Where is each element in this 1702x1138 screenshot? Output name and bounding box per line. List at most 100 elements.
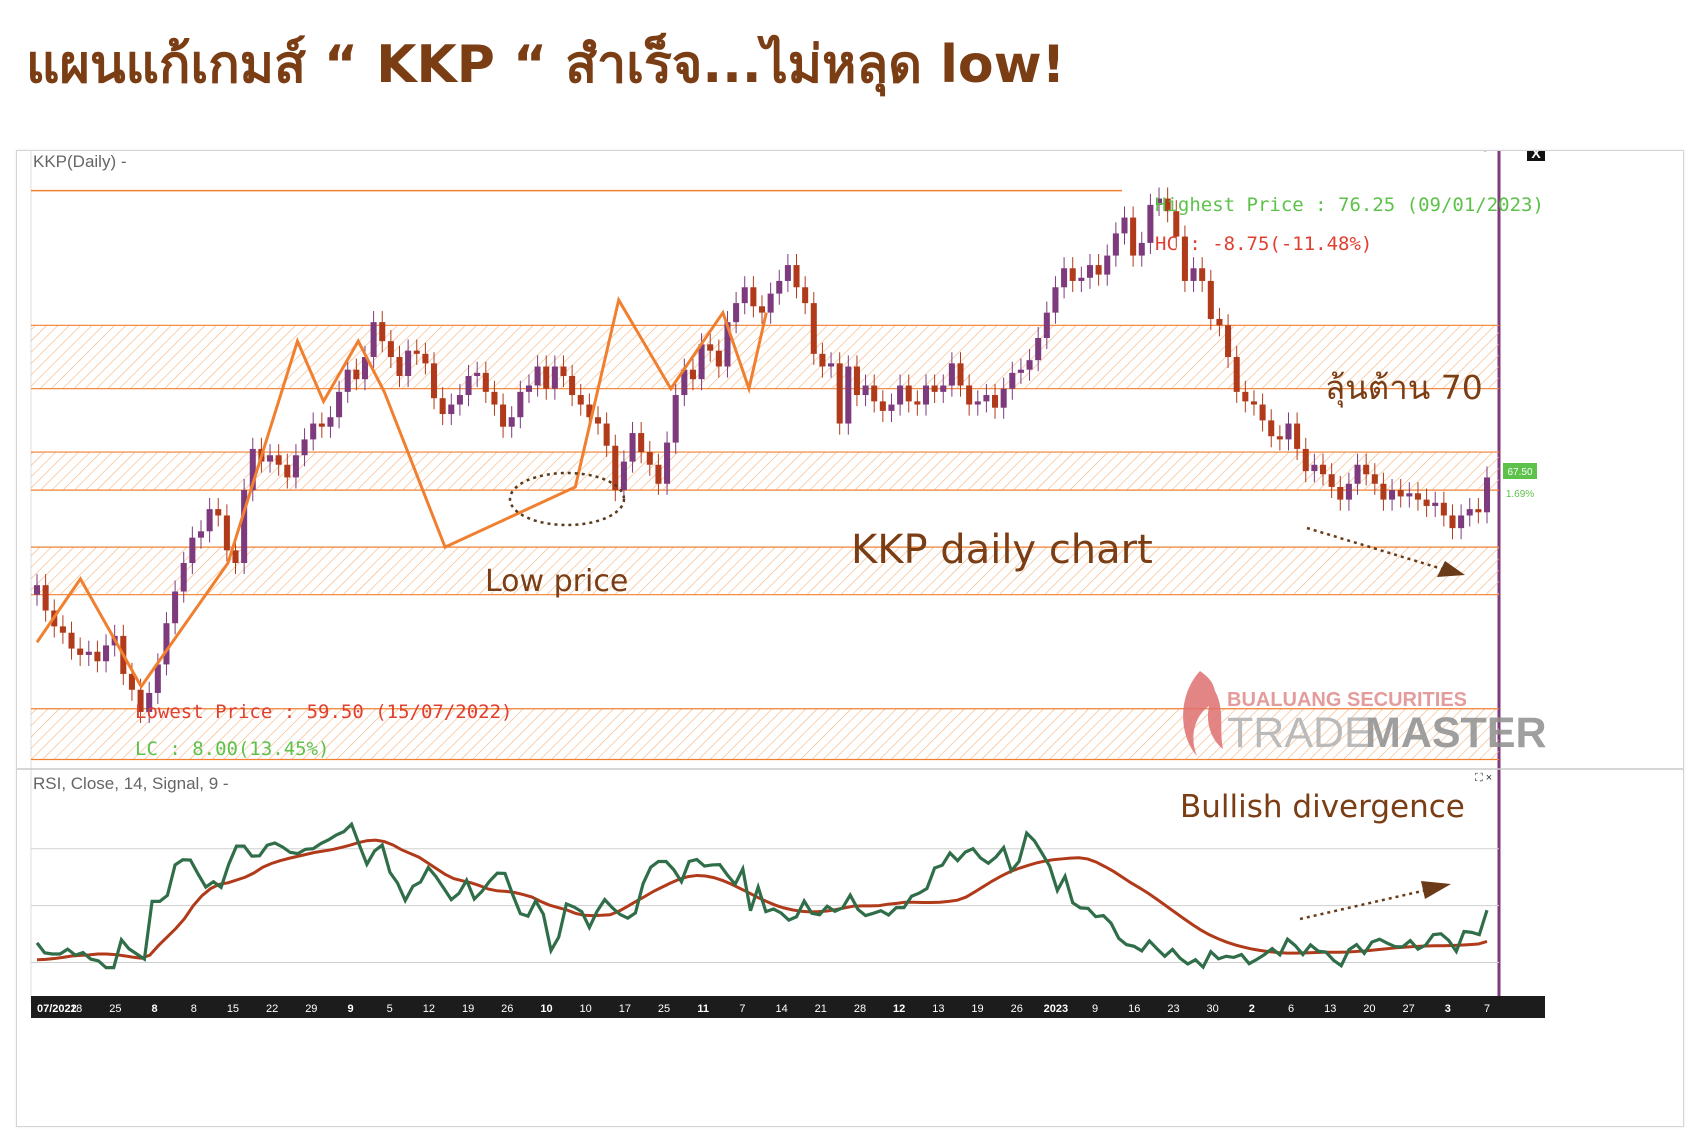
candle-body: [897, 385, 904, 405]
candle-body: [1354, 464, 1361, 484]
candle-body: [1207, 280, 1214, 319]
candle-body: [1043, 312, 1050, 338]
candle-body: [1069, 268, 1076, 281]
lowest-price-label: Lowest Price : 59.50 (15/07/2022): [135, 701, 513, 723]
candle-body: [698, 344, 705, 380]
candle-body: [197, 531, 205, 538]
candle-body: [370, 322, 377, 357]
x-axis-tick: 29: [305, 1003, 317, 1015]
candle-body: [603, 423, 610, 446]
zigzag-line: [35, 295, 768, 690]
candle-body: [180, 563, 187, 592]
candle-body: [1345, 483, 1352, 500]
candle-body: [59, 626, 66, 633]
candle-body: [741, 287, 748, 304]
candle-body: [664, 442, 671, 484]
candle-body: [992, 395, 999, 408]
candle-body: [1337, 486, 1344, 500]
candle-body: [482, 372, 489, 392]
candle-body: [1181, 236, 1188, 281]
candle-body: [1173, 211, 1180, 237]
candle-body: [163, 623, 170, 665]
x-axis-tick: 13: [1324, 1003, 1336, 1015]
close-label: X: [1531, 151, 1541, 161]
candle-body: [1389, 490, 1396, 500]
candle-body: [1216, 318, 1223, 326]
chart-annotation: KKP daily chart: [851, 527, 1153, 573]
x-axis-tick: 13: [932, 1003, 944, 1015]
x-axis-tick: 14: [775, 1003, 787, 1015]
candle-body: [646, 452, 653, 465]
x-axis-tick: 21: [815, 1003, 827, 1015]
candle-body: [241, 490, 248, 563]
divergence-annotation: Bullish divergence: [1180, 789, 1465, 825]
candle-body: [103, 645, 110, 662]
candle-body: [689, 369, 696, 380]
candle-body: [767, 293, 774, 313]
candle-body: [1138, 242, 1145, 256]
x-axis-tick: 23: [1167, 1003, 1179, 1015]
candle-body: [551, 366, 558, 389]
candle-body: [1121, 217, 1128, 234]
x-axis-tick: 28: [854, 1003, 866, 1015]
candle-body: [1302, 448, 1309, 472]
x-axis-tick: 9: [1092, 1003, 1098, 1015]
candle-body: [758, 306, 766, 313]
candle-body: [1017, 369, 1024, 373]
resistance-zone: [31, 547, 1499, 595]
candle-body: [387, 341, 394, 357]
candle-body: [456, 395, 463, 405]
x-axis-tick: 30: [1207, 1003, 1219, 1015]
candle-body: [1000, 388, 1007, 408]
x-axis-tick: 22: [266, 1003, 278, 1015]
x-axis-tick: 8: [191, 1003, 197, 1015]
candle-body: [1156, 198, 1163, 205]
candle-body: [1009, 372, 1016, 389]
rsi-panel-maximize-icon[interactable]: ⛶ ×: [1475, 772, 1492, 784]
candle-body: [1380, 483, 1387, 500]
candle-body: [715, 350, 722, 367]
candle-body: [1268, 420, 1275, 437]
candle-body: [431, 363, 438, 399]
candle-body: [957, 363, 964, 386]
candle-body: [1061, 268, 1068, 288]
x-axis-tick: 27: [1402, 1003, 1414, 1015]
candle-body: [879, 401, 886, 411]
candle-body: [284, 464, 291, 478]
x-axis-tick: 26: [1011, 1003, 1023, 1015]
candle-body: [922, 385, 930, 405]
candle-body: [491, 391, 498, 405]
candle-body: [137, 689, 144, 712]
candle-body: [1397, 490, 1404, 497]
candle-body: [974, 401, 981, 405]
candle-body: [655, 464, 662, 484]
candle-body: [223, 515, 230, 551]
candle-body: [1475, 509, 1482, 513]
candle-body: [569, 376, 576, 396]
candle-body: [871, 385, 878, 402]
candle-body: [594, 417, 602, 424]
candle-body: [448, 404, 455, 415]
candle-body: [750, 287, 757, 307]
candle-body: [681, 369, 688, 396]
candle-body: [1199, 268, 1206, 281]
candle-body: [931, 385, 938, 392]
candle-body: [1449, 515, 1456, 529]
candle-body: [577, 395, 584, 405]
candle-body: [966, 385, 973, 405]
lc-label: LC : 8.00(13.45%): [135, 738, 329, 760]
candle-body: [672, 395, 679, 443]
candle-body: [68, 632, 75, 649]
x-axis-tick: 25: [658, 1003, 670, 1015]
candle-body: [1104, 255, 1111, 275]
close-button[interactable]: [1527, 151, 1545, 161]
price-panel-maximize-icon[interactable]: ⛶: [1479, 151, 1487, 154]
candle-body: [836, 363, 843, 424]
candle-body: [525, 385, 532, 392]
candle-body: [474, 372, 481, 377]
candle-body: [327, 417, 334, 427]
candle-body: [154, 664, 161, 693]
candle-body: [508, 417, 515, 427]
resistance-zone: [31, 708, 1499, 760]
x-axis-tick: 12: [423, 1003, 435, 1015]
